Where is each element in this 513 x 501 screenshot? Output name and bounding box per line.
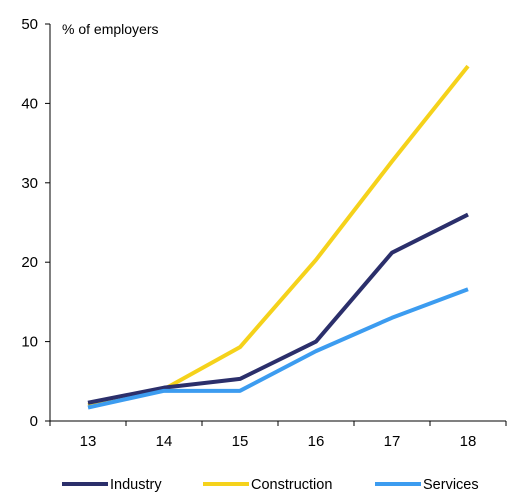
- legend-label-industry: Industry: [110, 477, 162, 493]
- y-tick-label: 20: [21, 254, 38, 271]
- y-tick-label: 50: [21, 16, 38, 33]
- y-tick-label: 30: [21, 175, 38, 192]
- legend: Industry Construction Services: [62, 477, 479, 493]
- series-line-industry: [87, 212, 469, 405]
- x-tick-label: 16: [308, 433, 325, 450]
- x-tick-label: 18: [460, 433, 477, 450]
- x-ticks: 13 14 15 16 17 18: [49, 421, 507, 450]
- series-line-construction: [87, 64, 470, 408]
- x-tick-label: 15: [232, 433, 249, 450]
- legend-label-services: Services: [423, 477, 479, 493]
- y-tick-label: 10: [21, 334, 38, 351]
- x-tick-label: 17: [384, 433, 401, 450]
- series-line-services: [87, 287, 469, 410]
- series-lines: [87, 64, 470, 410]
- x-tick-label: 13: [80, 433, 97, 450]
- x-tick-label: 14: [156, 433, 173, 450]
- y-axis-unit-label: % of employers: [62, 21, 158, 37]
- y-tick-label: 0: [30, 413, 38, 430]
- y-ticks: 0 10 20 30 40 50: [21, 16, 50, 430]
- legend-label-construction: Construction: [251, 477, 332, 493]
- y-tick-label: 40: [21, 95, 38, 112]
